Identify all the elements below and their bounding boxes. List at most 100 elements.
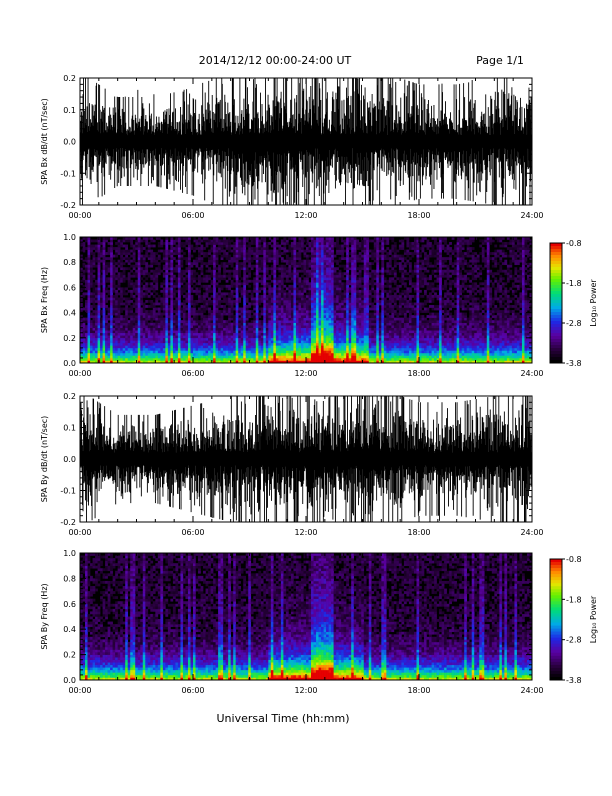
spectrogram-cell: [346, 252, 349, 255]
spectrogram-cell: [296, 320, 299, 323]
spectrogram-cell: [103, 290, 106, 293]
spectrogram-cell: [296, 303, 299, 306]
spectrogram-cell: [185, 267, 188, 270]
spectrogram-cell: [173, 295, 176, 298]
spectrogram-cell: [286, 330, 289, 333]
spectrogram-cell: [175, 280, 178, 283]
spectrogram-cell: [155, 353, 158, 356]
spectrogram-cell: [163, 282, 166, 285]
spectrogram-cell: [361, 318, 364, 321]
spectrogram-cell: [208, 353, 211, 356]
spectrogram-cell: [351, 325, 354, 328]
spectrogram-cell: [298, 290, 301, 293]
spectrogram-cell: [248, 328, 251, 331]
spectrogram-cell: [198, 328, 201, 331]
spectrogram-cell: [135, 328, 138, 331]
spectrogram-cell: [319, 358, 322, 361]
spectrogram-cell: [218, 290, 221, 293]
spectrogram-cell: [356, 280, 359, 283]
spectrogram-cell: [311, 350, 314, 353]
spectrogram-cell: [316, 287, 319, 290]
spectrogram-cell: [334, 282, 337, 285]
spectrogram-cell: [123, 315, 126, 318]
spectrogram-cell: [221, 242, 224, 245]
spectrogram-cell: [160, 323, 163, 326]
spectrogram-cell: [226, 358, 229, 361]
spectrogram-cell: [175, 355, 178, 358]
spectrogram-cell: [288, 275, 291, 278]
spectrogram-cell: [228, 308, 231, 311]
spectrogram-cell: [271, 328, 274, 331]
spectrogram-cell: [170, 285, 173, 288]
spectrogram-cell: [226, 247, 229, 250]
spectrogram-cell: [309, 245, 312, 248]
spectrogram-cell: [221, 335, 224, 338]
spectrogram-cell: [188, 250, 191, 253]
spectrogram-cell: [103, 285, 106, 288]
spectrogram-cell: [170, 247, 173, 250]
spectrogram-cell: [118, 287, 121, 290]
spectrogram-cell: [98, 320, 101, 323]
spectrogram-cell: [296, 242, 299, 245]
spectrogram-cell: [226, 345, 229, 348]
spectrogram-cell: [150, 323, 153, 326]
y-tick-label: 0.2: [63, 74, 76, 83]
spectrogram-cell: [188, 305, 191, 308]
spectrogram-cell: [354, 315, 357, 318]
spectrogram-cell: [216, 308, 219, 311]
spectrogram-cell: [298, 247, 301, 250]
spectrogram-cell: [125, 315, 128, 318]
spectrogram-cell: [183, 325, 186, 328]
spectrogram-cell: [201, 308, 204, 311]
spectrogram-cell: [188, 292, 191, 295]
spectrogram-cell: [103, 250, 106, 253]
spectrogram-cell: [140, 358, 143, 361]
spectrogram-cell: [148, 323, 151, 326]
spectrogram-cell: [291, 313, 294, 316]
spectrogram-cell: [293, 325, 296, 328]
spectrogram-cell: [266, 297, 269, 300]
spectrogram-cell: [228, 328, 231, 331]
spectrogram-cell: [98, 252, 101, 255]
spectrogram-cell: [246, 257, 249, 260]
spectrogram-cell: [273, 277, 276, 280]
spectrogram-cell: [309, 285, 312, 288]
spectrogram-cell: [118, 297, 121, 300]
spectrogram-cell: [103, 245, 106, 248]
spectrogram-cell: [95, 343, 98, 346]
spectrogram-cell: [133, 338, 136, 341]
spectrogram-cell: [216, 345, 219, 348]
spectrogram-cell: [143, 318, 146, 321]
spectrogram-cell: [223, 277, 226, 280]
spectrogram-cell: [273, 242, 276, 245]
spectrogram-cell: [303, 340, 306, 343]
spectrogram-cell: [306, 348, 309, 351]
spectrogram-cell: [288, 272, 291, 275]
spectrogram-cell: [263, 308, 266, 311]
spectrogram-cell: [98, 277, 101, 280]
spectrogram-cell: [261, 252, 264, 255]
spectrogram-cell: [281, 270, 284, 273]
spectrogram-cell: [236, 247, 239, 250]
spectrogram-cell: [241, 247, 244, 250]
spectrogram-cell: [226, 303, 229, 306]
spectrogram-cell: [143, 270, 146, 273]
spectrogram-cell: [246, 275, 249, 278]
spectrogram-cell: [271, 335, 274, 338]
spectrogram-cell: [341, 328, 344, 331]
spectrogram-cell: [98, 328, 101, 331]
spectrogram-cell: [178, 260, 181, 263]
spectrogram-cell: [248, 343, 251, 346]
spectrogram-cell: [173, 285, 176, 288]
spectrogram-cell: [201, 323, 204, 326]
spectrogram-cell: [339, 340, 342, 343]
spectrogram-cell: [306, 285, 309, 288]
spectrogram-cell: [196, 328, 199, 331]
spectrogram-cell: [326, 250, 329, 253]
spectrogram-cell: [98, 350, 101, 353]
spectrogram-cell: [103, 308, 106, 311]
spectrogram-cell: [251, 310, 254, 313]
spectrogram-cell: [135, 308, 138, 311]
spectrogram-cell: [163, 353, 166, 356]
spectrogram-cell: [246, 267, 249, 270]
